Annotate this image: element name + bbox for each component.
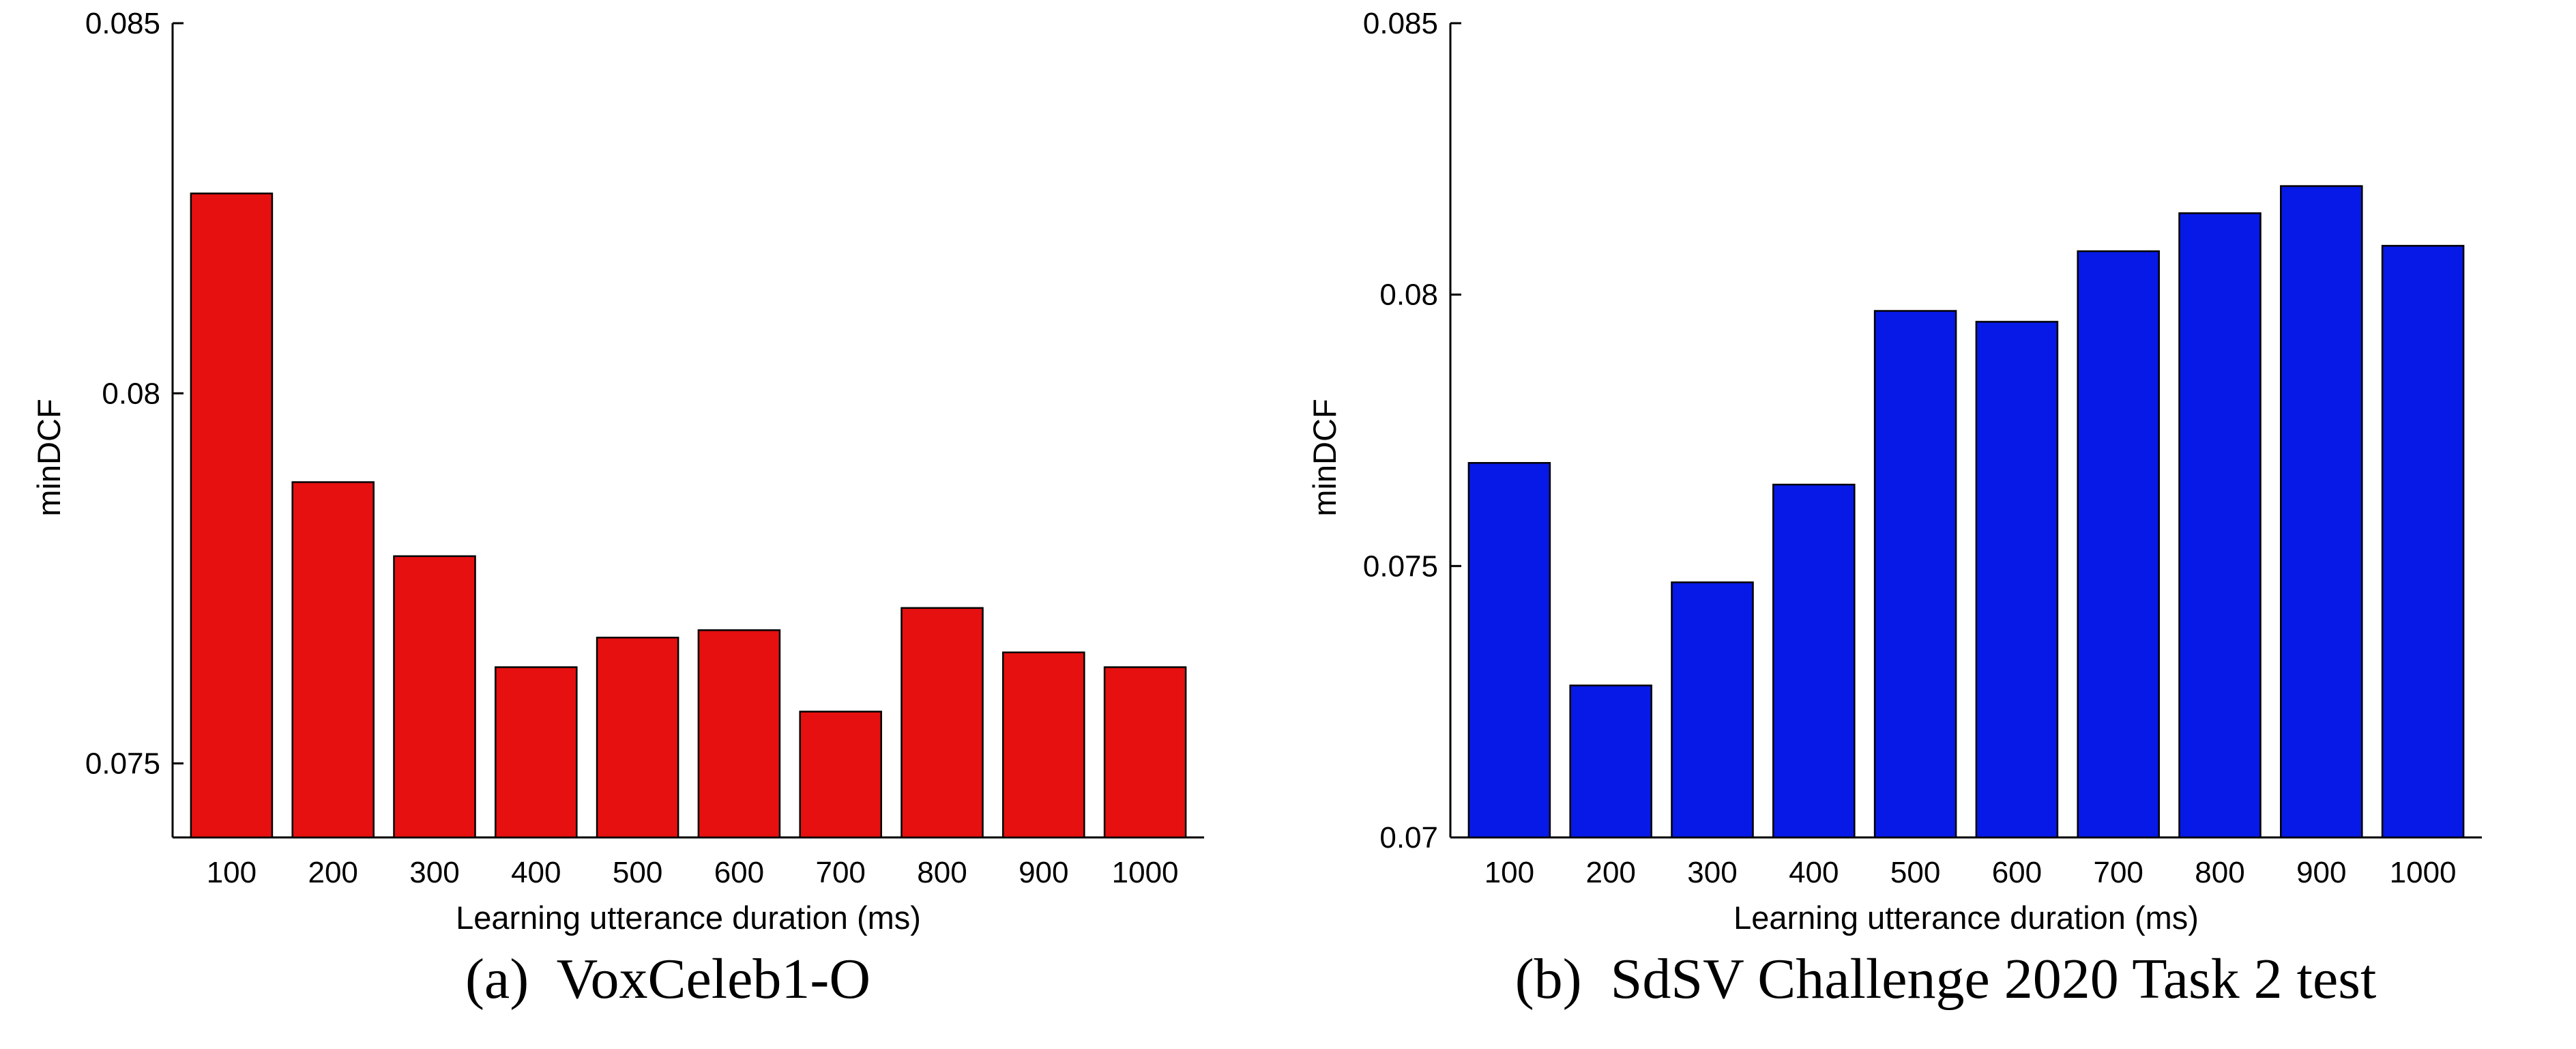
bar-600	[697, 629, 781, 839]
x-tick-label: 100	[1484, 856, 1534, 889]
y-tick-label: 0.08	[1379, 278, 1438, 312]
bar-600	[1975, 321, 2059, 839]
panel-b-sdsv: 0.07 0.075 0.08 0.085 100 200 300 400 500 600 700 8…	[1306, 7, 2482, 1011]
bar-900	[2280, 185, 2363, 839]
x-tick-label: 300	[409, 856, 459, 889]
x-tick-label: 600	[1992, 856, 2042, 889]
y-tick-label: 0.08	[102, 377, 160, 410]
x-tick-label: 500	[1890, 856, 1940, 889]
x-tick-label: 200	[308, 856, 357, 889]
bar-800	[2178, 212, 2262, 839]
x-tick-label: 900	[2296, 856, 2346, 889]
bar-100	[1467, 461, 1551, 839]
panel-caption: (b) SdSV Challenge 2020 Task 2 test	[1515, 947, 2377, 1011]
bar-400	[495, 666, 578, 839]
bar-500	[596, 636, 679, 839]
x-tick-label: 800	[2195, 856, 2244, 889]
y-tick-label: 0.085	[1363, 7, 1438, 40]
x-tick-label: 700	[2093, 856, 2143, 889]
bar-500	[1873, 310, 1957, 839]
bar-400	[1772, 483, 1856, 839]
x-axis-label: Learning utterance duration (ms)	[456, 900, 921, 936]
bar-200	[291, 481, 375, 839]
x-tick-label: 600	[714, 856, 764, 889]
y-tick-label: 0.085	[85, 7, 160, 40]
bar-700	[2077, 250, 2160, 839]
x-tick-label: 500	[613, 856, 662, 889]
x-tick-label: 1000	[1112, 856, 1179, 889]
x-tick-label: 300	[1687, 856, 1737, 889]
x-tick-label: 100	[207, 856, 257, 889]
x-tick-label: 200	[1585, 856, 1635, 889]
y-tick-label: 0.075	[85, 747, 160, 781]
x-tick-label: 900	[1019, 856, 1068, 889]
bar-1000	[1103, 666, 1187, 839]
y-tick-label: 0.07	[1379, 821, 1438, 854]
bar-200	[1569, 685, 1652, 839]
x-axis-label: Learning utterance duration (ms)	[1733, 900, 2199, 936]
panel-caption: (a) VoxCeleb1-O	[465, 947, 870, 1011]
bar-800	[901, 607, 984, 839]
x-tick-label: 400	[1789, 856, 1839, 889]
bar-700	[799, 710, 882, 839]
x-tick-label: 400	[511, 856, 561, 889]
bar-300	[393, 555, 476, 839]
x-tick-label: 800	[917, 856, 967, 889]
panel-a-voxceleb: 0.075 0.08 0.085 100 200 300 400 500 600 700 800 90…	[31, 7, 1204, 1011]
y-axis-label: minDCF	[1306, 399, 1343, 516]
bar-300	[1671, 581, 1754, 839]
y-axis-label: minDCF	[31, 399, 67, 516]
bar-100	[190, 192, 274, 839]
bar-900	[1002, 651, 1085, 839]
y-tick-label: 0.075	[1363, 549, 1438, 583]
bar-1000	[2381, 244, 2465, 839]
x-tick-label: 700	[815, 856, 865, 889]
x-tick-label: 1000	[2390, 856, 2457, 889]
